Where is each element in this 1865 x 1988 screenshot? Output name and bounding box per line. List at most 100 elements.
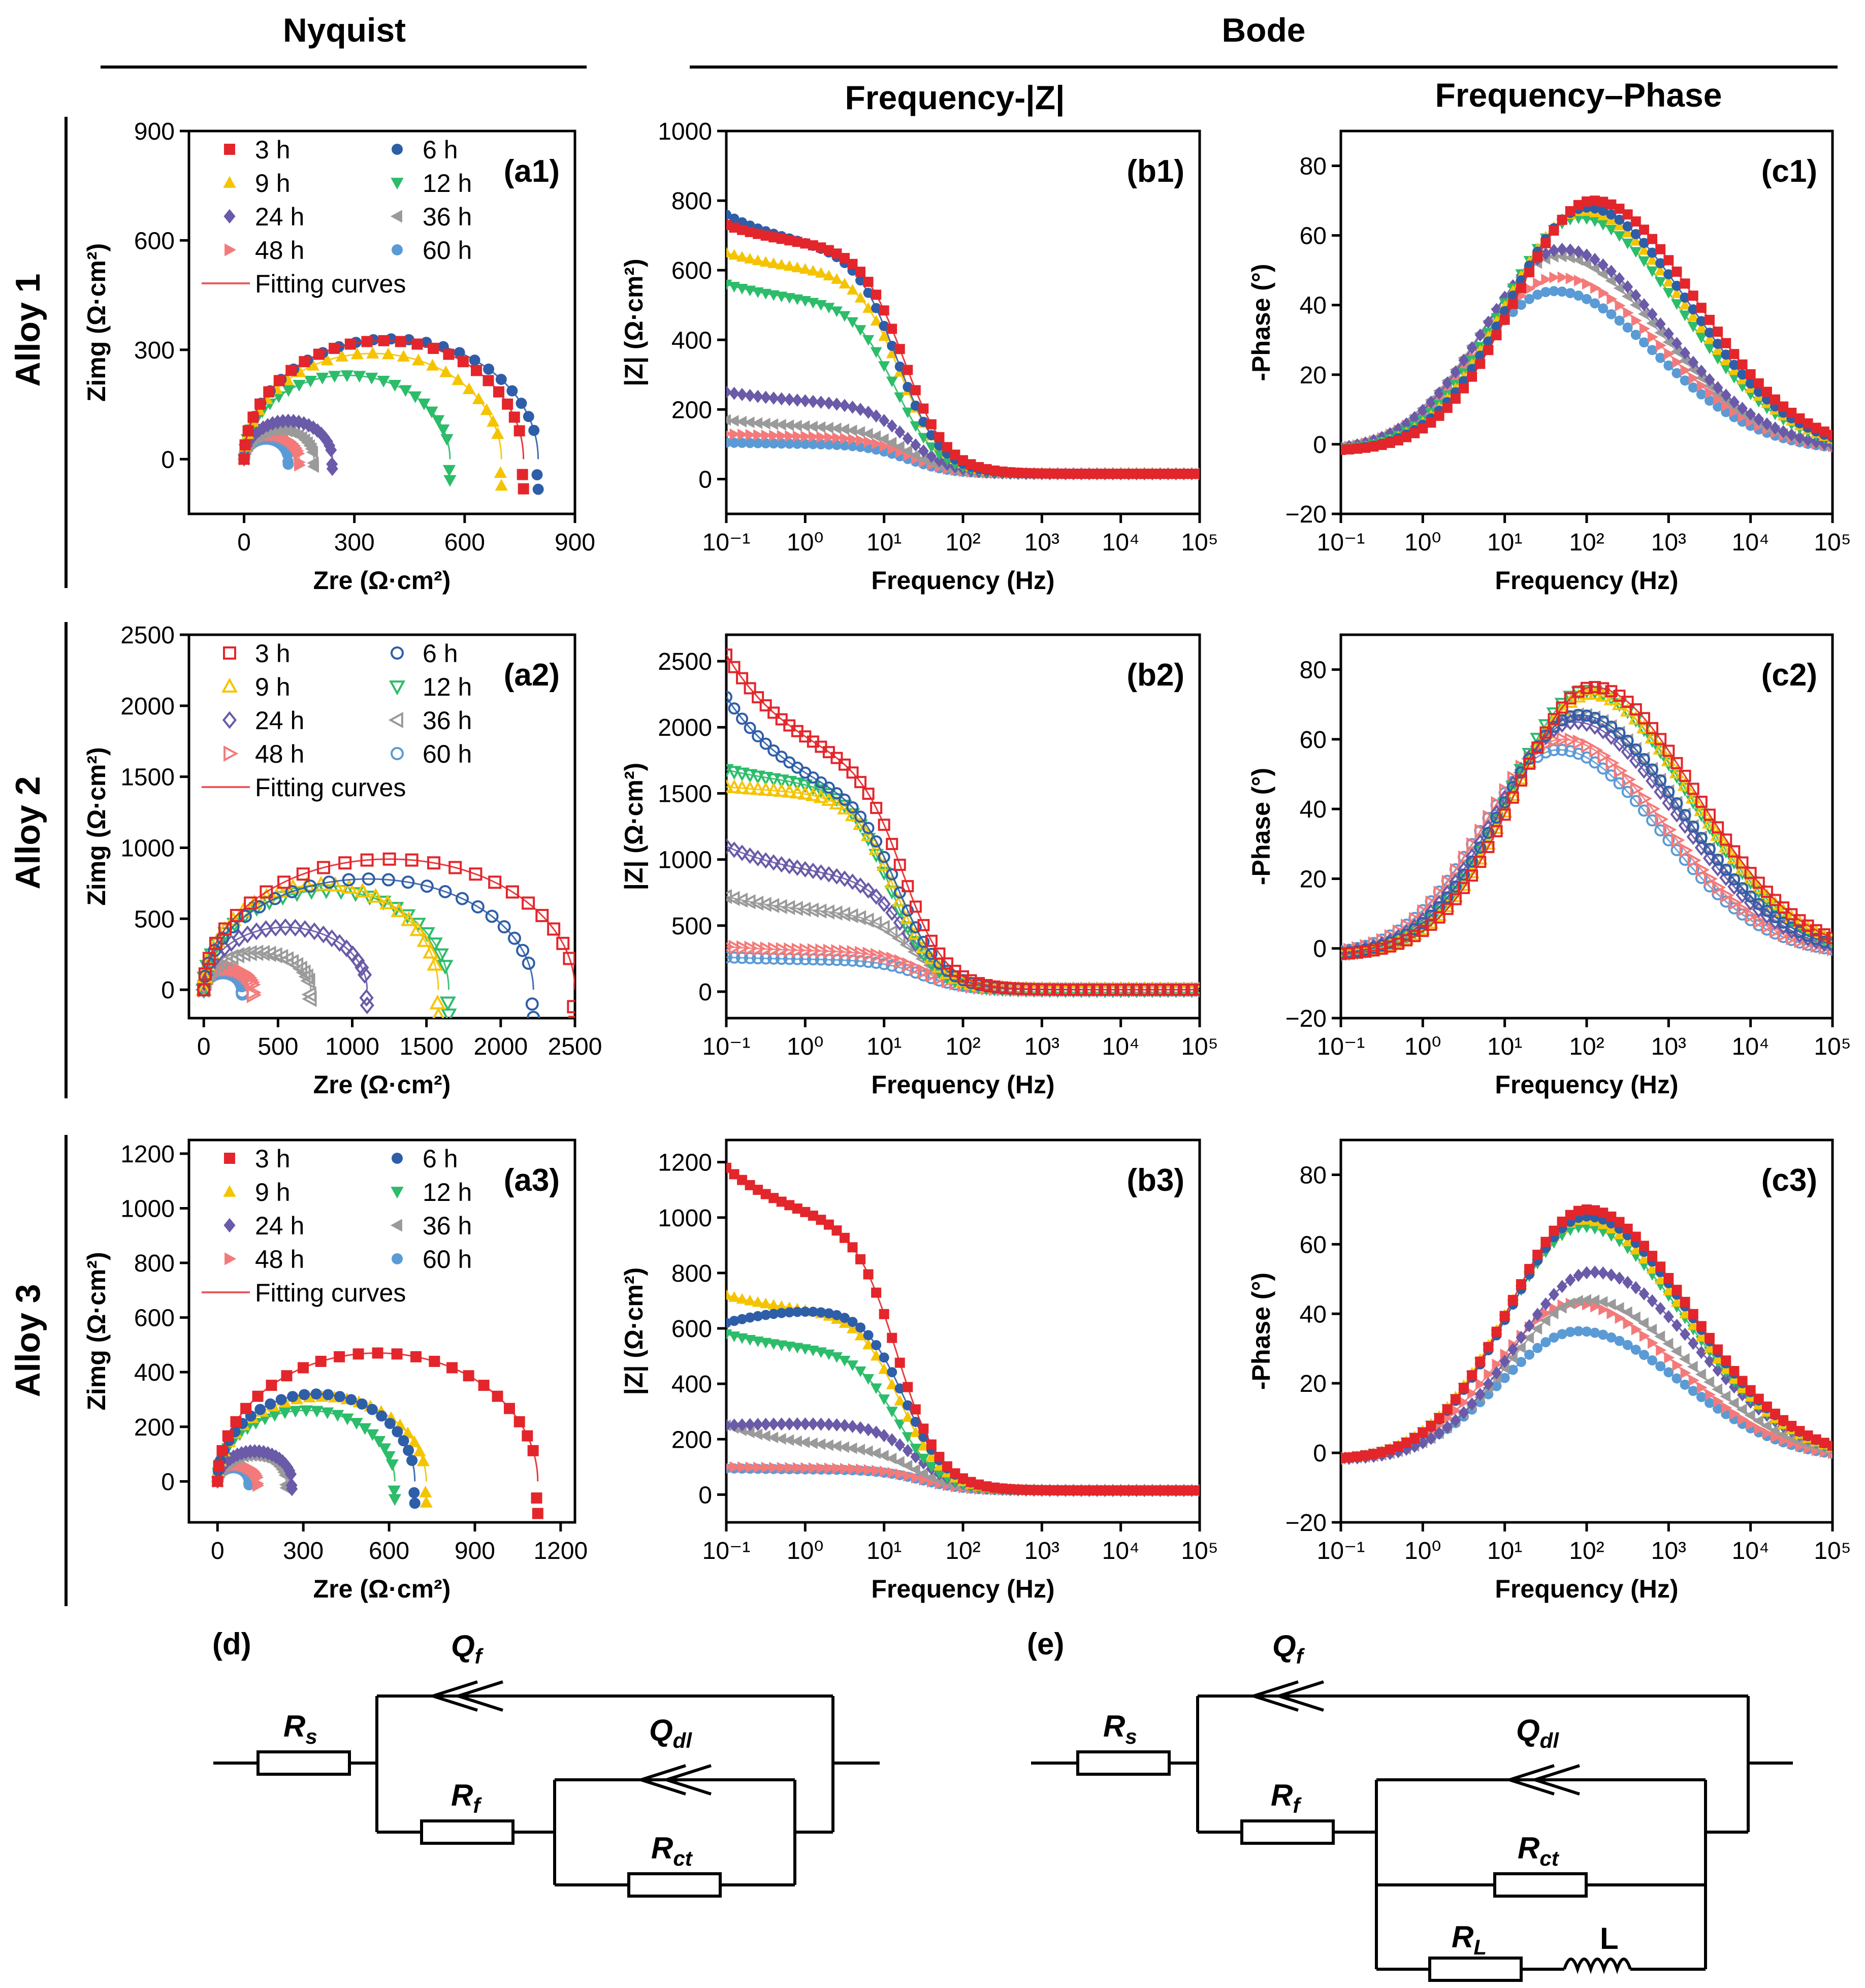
y-tick-label: 0 bbox=[1313, 1440, 1327, 1467]
data-point bbox=[469, 867, 483, 881]
data-point bbox=[1482, 827, 1495, 839]
x-axis-label: Frequency (Hz) bbox=[871, 1070, 1054, 1099]
data-point bbox=[268, 919, 283, 937]
data-point bbox=[338, 856, 352, 870]
data-point bbox=[1539, 726, 1552, 739]
y-tick-label: 1000 bbox=[658, 118, 712, 145]
data-point bbox=[752, 730, 764, 742]
y-tick-label: 600 bbox=[134, 227, 175, 254]
data-point bbox=[242, 969, 258, 986]
data-point bbox=[1826, 938, 1832, 951]
data-point bbox=[456, 892, 469, 905]
y-tick-label: 0 bbox=[161, 446, 175, 473]
data-point bbox=[1597, 748, 1612, 764]
data-point bbox=[294, 459, 306, 472]
data-point bbox=[379, 894, 396, 909]
data-point bbox=[925, 948, 938, 960]
data-point bbox=[941, 964, 953, 977]
data-point bbox=[535, 908, 549, 922]
data-point bbox=[285, 885, 299, 898]
data-point bbox=[1712, 853, 1724, 866]
data-point bbox=[902, 880, 914, 893]
panel-label: (b2) bbox=[1127, 658, 1184, 693]
x-tick-label: 600 bbox=[369, 1538, 409, 1565]
data-point bbox=[307, 922, 322, 940]
data-point bbox=[1736, 882, 1749, 895]
chart-panel-c1: −20 0 20 40 60 80 10⁻¹ 10⁰ 10¹ 10² 10³ 10⁴ 10⁵ Freque… bbox=[1247, 129, 1851, 595]
data-point bbox=[839, 793, 851, 806]
data-point bbox=[759, 852, 773, 869]
data-point bbox=[350, 952, 365, 970]
data-point bbox=[1515, 766, 1527, 779]
panel-label: (a2) bbox=[504, 658, 560, 693]
series-3h bbox=[1341, 681, 1832, 960]
data-point bbox=[1704, 871, 1718, 887]
fit-curve bbox=[726, 224, 1200, 475]
data-point bbox=[917, 919, 930, 931]
y-tick-label: 0 bbox=[161, 977, 175, 1004]
data-point bbox=[198, 967, 212, 981]
cpe-qf-plate bbox=[1274, 1680, 1324, 1712]
label-qdl: Qdl bbox=[1516, 1713, 1559, 1752]
series-3h bbox=[726, 648, 1200, 996]
data-point bbox=[420, 1495, 433, 1508]
legend-label: 12 h bbox=[423, 673, 472, 701]
x-tick-label: 10³ bbox=[1651, 529, 1686, 556]
data-point bbox=[878, 819, 890, 831]
cpe-qdl-plate bbox=[1530, 1764, 1580, 1796]
legend-marker bbox=[223, 1185, 236, 1197]
data-point bbox=[862, 822, 875, 834]
data-point bbox=[278, 1407, 292, 1419]
data-point bbox=[853, 816, 868, 830]
legend-label: 60 h bbox=[423, 236, 472, 265]
data-point bbox=[1695, 796, 1708, 808]
legend-fit-label: Fitting curves bbox=[255, 270, 406, 298]
data-point bbox=[357, 966, 372, 984]
cpe-qf-plate bbox=[453, 1680, 503, 1712]
legend-marker bbox=[223, 745, 239, 762]
data-point bbox=[331, 1410, 344, 1422]
cpe-qf-plate bbox=[428, 1680, 478, 1712]
y-axis-label: Zimg (Ω·cm²) bbox=[82, 747, 111, 905]
data-point bbox=[252, 900, 266, 914]
data-point bbox=[752, 691, 764, 704]
data-point bbox=[822, 866, 836, 883]
data-point bbox=[860, 827, 876, 841]
data-point bbox=[767, 744, 780, 757]
y-axis-label: -Phase (°) bbox=[1247, 1273, 1275, 1390]
data-point bbox=[278, 918, 293, 936]
fit-curve bbox=[1341, 686, 1832, 955]
series-3h bbox=[238, 335, 529, 495]
data-point bbox=[1752, 876, 1765, 889]
legend-label: 60 h bbox=[423, 740, 472, 768]
series-3h bbox=[1341, 195, 1832, 455]
data-point bbox=[298, 920, 312, 938]
x-tick-label: 10⁴ bbox=[1102, 1033, 1140, 1060]
x-tick-label: 10⁻¹ bbox=[702, 1033, 751, 1060]
plot-area bbox=[726, 209, 1200, 481]
data-point bbox=[1654, 774, 1667, 787]
data-point bbox=[1417, 925, 1429, 937]
x-tick-label: 500 bbox=[258, 1033, 298, 1060]
legend-label: 60 h bbox=[423, 1245, 472, 1274]
data-point bbox=[1687, 820, 1699, 833]
data-point bbox=[1720, 888, 1734, 903]
data-point bbox=[1712, 879, 1726, 895]
label-rl: RL bbox=[1452, 1920, 1487, 1959]
data-point bbox=[522, 956, 535, 970]
legend-marker bbox=[221, 677, 238, 693]
data-point bbox=[830, 787, 843, 800]
series-3h bbox=[197, 852, 575, 1018]
cpe-qf-plate bbox=[1248, 1680, 1299, 1712]
data-point bbox=[426, 359, 439, 371]
label-rct: Rct bbox=[1518, 1831, 1560, 1870]
data-point bbox=[252, 1479, 265, 1492]
data-point bbox=[1564, 745, 1577, 758]
fit-curve bbox=[726, 845, 1200, 991]
chart-panel-b1: 0 200 400 600 800 1000 10⁻¹ 10⁰ 10¹ 10² 10³ 10⁴ 10⁵ F… bbox=[620, 118, 1218, 595]
data-point bbox=[1679, 842, 1693, 858]
data-point bbox=[726, 1162, 731, 1173]
data-point bbox=[839, 758, 851, 771]
data-point bbox=[1482, 840, 1495, 853]
